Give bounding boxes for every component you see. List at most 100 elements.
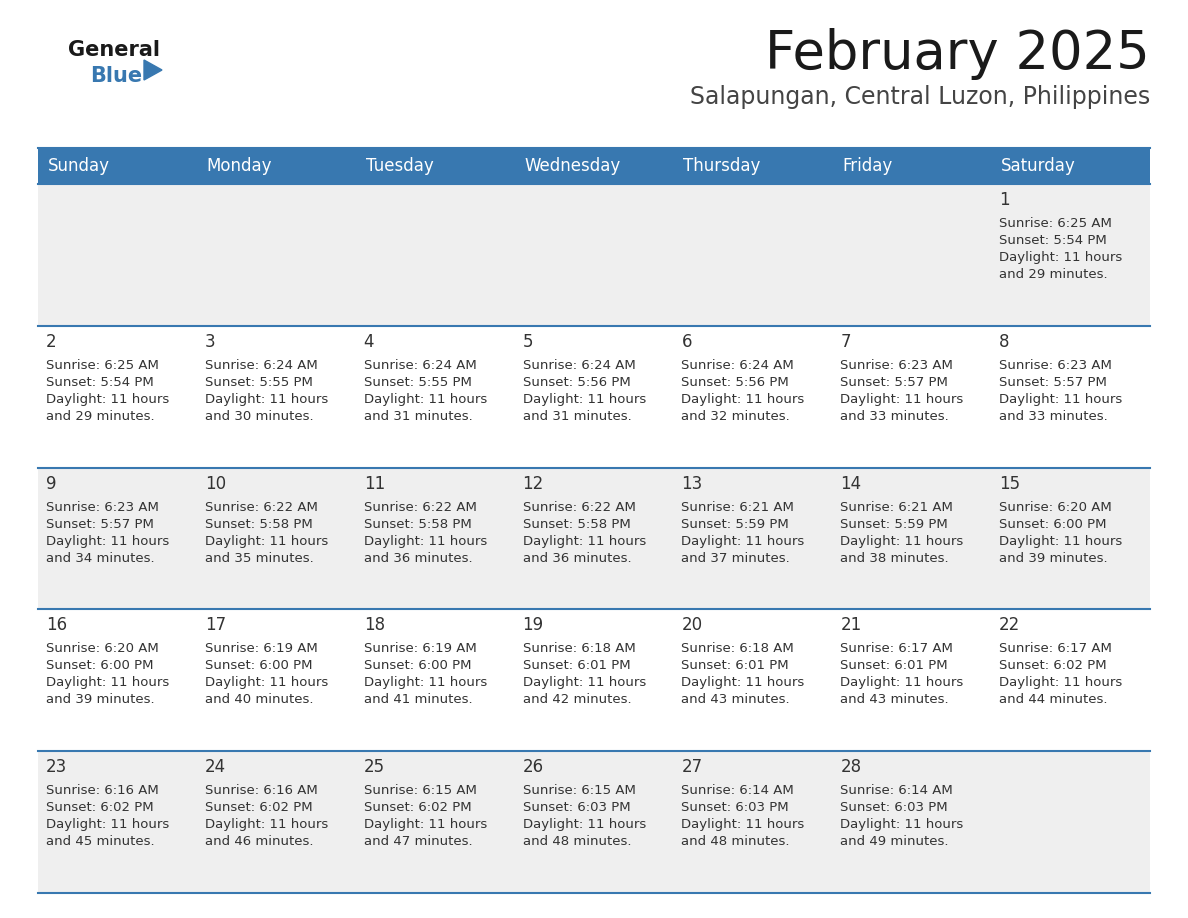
Text: Daylight: 11 hours: Daylight: 11 hours <box>204 818 328 831</box>
Text: 24: 24 <box>204 758 226 777</box>
Text: Sunset: 5:58 PM: Sunset: 5:58 PM <box>364 518 472 531</box>
Text: Sunrise: 6:20 AM: Sunrise: 6:20 AM <box>999 500 1112 513</box>
Text: Sunset: 6:02 PM: Sunset: 6:02 PM <box>999 659 1107 672</box>
Text: General: General <box>68 40 160 60</box>
Text: and 49 minutes.: and 49 minutes. <box>840 835 949 848</box>
Text: 17: 17 <box>204 616 226 634</box>
Text: Sunrise: 6:22 AM: Sunrise: 6:22 AM <box>364 500 476 513</box>
Bar <box>38 148 1150 184</box>
Text: Sunset: 5:57 PM: Sunset: 5:57 PM <box>840 375 948 389</box>
Text: Sunset: 5:56 PM: Sunset: 5:56 PM <box>682 375 789 389</box>
Text: 7: 7 <box>840 333 851 351</box>
Text: Daylight: 11 hours: Daylight: 11 hours <box>682 818 804 831</box>
Text: Sunset: 5:54 PM: Sunset: 5:54 PM <box>46 375 153 389</box>
Text: 5: 5 <box>523 333 533 351</box>
Text: Daylight: 11 hours: Daylight: 11 hours <box>682 393 804 406</box>
Text: Blue: Blue <box>90 66 143 86</box>
Text: Monday: Monday <box>207 157 272 175</box>
Polygon shape <box>144 60 162 80</box>
Text: Sunset: 6:02 PM: Sunset: 6:02 PM <box>364 801 472 814</box>
Text: Sunrise: 6:23 AM: Sunrise: 6:23 AM <box>999 359 1112 372</box>
Text: and 43 minutes.: and 43 minutes. <box>840 693 949 706</box>
Text: 12: 12 <box>523 475 544 493</box>
Text: Sunrise: 6:23 AM: Sunrise: 6:23 AM <box>46 500 159 513</box>
Text: 13: 13 <box>682 475 702 493</box>
Text: Daylight: 11 hours: Daylight: 11 hours <box>204 393 328 406</box>
Text: 26: 26 <box>523 758 544 777</box>
Text: 11: 11 <box>364 475 385 493</box>
Text: and 35 minutes.: and 35 minutes. <box>204 552 314 565</box>
Text: and 43 minutes.: and 43 minutes. <box>682 693 790 706</box>
Text: Sunset: 6:03 PM: Sunset: 6:03 PM <box>840 801 948 814</box>
Text: 23: 23 <box>46 758 68 777</box>
Text: 8: 8 <box>999 333 1010 351</box>
Text: 20: 20 <box>682 616 702 634</box>
Text: and 45 minutes.: and 45 minutes. <box>46 835 154 848</box>
Text: and 40 minutes.: and 40 minutes. <box>204 693 314 706</box>
Text: and 38 minutes.: and 38 minutes. <box>840 552 949 565</box>
Text: Daylight: 11 hours: Daylight: 11 hours <box>46 534 169 548</box>
Text: Tuesday: Tuesday <box>366 157 434 175</box>
Text: 9: 9 <box>46 475 57 493</box>
Text: Daylight: 11 hours: Daylight: 11 hours <box>364 393 487 406</box>
Text: Sunset: 5:57 PM: Sunset: 5:57 PM <box>999 375 1107 389</box>
Text: Sunset: 5:56 PM: Sunset: 5:56 PM <box>523 375 631 389</box>
Text: Daylight: 11 hours: Daylight: 11 hours <box>999 393 1123 406</box>
Text: Sunrise: 6:19 AM: Sunrise: 6:19 AM <box>204 643 317 655</box>
Text: and 34 minutes.: and 34 minutes. <box>46 552 154 565</box>
Text: Sunset: 6:02 PM: Sunset: 6:02 PM <box>46 801 153 814</box>
Text: 2: 2 <box>46 333 57 351</box>
Text: Saturday: Saturday <box>1001 157 1076 175</box>
Text: Sunrise: 6:16 AM: Sunrise: 6:16 AM <box>46 784 159 797</box>
Bar <box>38 610 1150 751</box>
Text: Sunset: 6:02 PM: Sunset: 6:02 PM <box>204 801 312 814</box>
Text: Daylight: 11 hours: Daylight: 11 hours <box>204 534 328 548</box>
Text: and 32 minutes.: and 32 minutes. <box>682 409 790 423</box>
Text: Sunset: 5:58 PM: Sunset: 5:58 PM <box>204 518 312 531</box>
Text: 14: 14 <box>840 475 861 493</box>
Bar <box>38 326 1150 467</box>
Text: Sunrise: 6:21 AM: Sunrise: 6:21 AM <box>682 500 795 513</box>
Text: Daylight: 11 hours: Daylight: 11 hours <box>364 534 487 548</box>
Text: Sunset: 6:00 PM: Sunset: 6:00 PM <box>204 659 312 672</box>
Text: Sunset: 6:00 PM: Sunset: 6:00 PM <box>364 659 472 672</box>
Text: Sunrise: 6:25 AM: Sunrise: 6:25 AM <box>46 359 159 372</box>
Text: 22: 22 <box>999 616 1020 634</box>
Text: Wednesday: Wednesday <box>525 157 621 175</box>
Text: and 46 minutes.: and 46 minutes. <box>204 835 314 848</box>
Text: Sunset: 5:54 PM: Sunset: 5:54 PM <box>999 234 1107 247</box>
Text: and 44 minutes.: and 44 minutes. <box>999 693 1107 706</box>
Text: Friday: Friday <box>842 157 892 175</box>
Text: Sunrise: 6:18 AM: Sunrise: 6:18 AM <box>682 643 795 655</box>
Text: Daylight: 11 hours: Daylight: 11 hours <box>840 534 963 548</box>
Text: Sunset: 6:03 PM: Sunset: 6:03 PM <box>682 801 789 814</box>
Text: and 39 minutes.: and 39 minutes. <box>999 552 1107 565</box>
Text: and 36 minutes.: and 36 minutes. <box>523 552 631 565</box>
Text: 15: 15 <box>999 475 1020 493</box>
Text: and 47 minutes.: and 47 minutes. <box>364 835 473 848</box>
Text: Sunrise: 6:17 AM: Sunrise: 6:17 AM <box>999 643 1112 655</box>
Text: February 2025: February 2025 <box>765 28 1150 80</box>
Text: Sunrise: 6:21 AM: Sunrise: 6:21 AM <box>840 500 953 513</box>
Text: Sunrise: 6:25 AM: Sunrise: 6:25 AM <box>999 217 1112 230</box>
Text: 6: 6 <box>682 333 691 351</box>
Text: and 48 minutes.: and 48 minutes. <box>523 835 631 848</box>
Bar <box>38 184 1150 326</box>
Text: Sunrise: 6:24 AM: Sunrise: 6:24 AM <box>682 359 795 372</box>
Text: and 36 minutes.: and 36 minutes. <box>364 552 473 565</box>
Text: 19: 19 <box>523 616 544 634</box>
Text: Sunset: 6:00 PM: Sunset: 6:00 PM <box>999 518 1107 531</box>
Text: and 33 minutes.: and 33 minutes. <box>840 409 949 423</box>
Text: Sunset: 6:00 PM: Sunset: 6:00 PM <box>46 659 153 672</box>
Text: Thursday: Thursday <box>683 157 760 175</box>
Text: Sunset: 6:01 PM: Sunset: 6:01 PM <box>523 659 630 672</box>
Text: Sunset: 5:59 PM: Sunset: 5:59 PM <box>682 518 789 531</box>
Text: Sunset: 5:58 PM: Sunset: 5:58 PM <box>523 518 631 531</box>
Text: 28: 28 <box>840 758 861 777</box>
Text: 3: 3 <box>204 333 215 351</box>
Text: Salapungan, Central Luzon, Philippines: Salapungan, Central Luzon, Philippines <box>690 85 1150 109</box>
Text: Daylight: 11 hours: Daylight: 11 hours <box>204 677 328 689</box>
Text: 18: 18 <box>364 616 385 634</box>
Text: and 39 minutes.: and 39 minutes. <box>46 693 154 706</box>
Text: 25: 25 <box>364 758 385 777</box>
